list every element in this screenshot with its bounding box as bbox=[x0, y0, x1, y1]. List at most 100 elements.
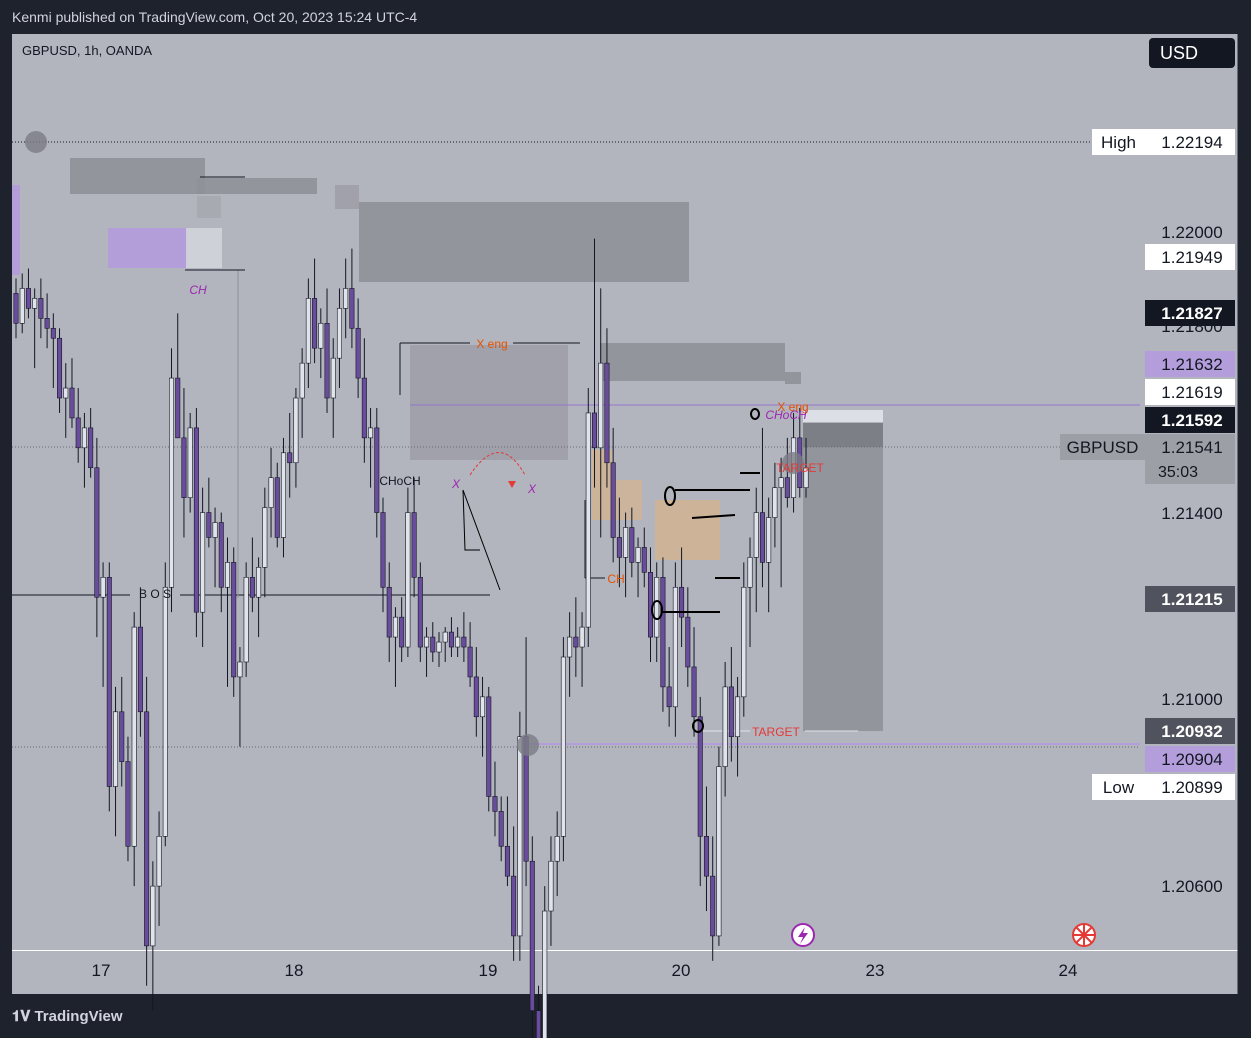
y-tick: 1.20600 bbox=[1161, 877, 1222, 896]
zone-14 bbox=[803, 423, 883, 731]
currency-button[interactable]: USD bbox=[1149, 38, 1235, 68]
candle-body bbox=[735, 696, 741, 737]
candle-body bbox=[685, 616, 691, 668]
level-21592-value-text: 1.21592 bbox=[1161, 411, 1222, 430]
candle-body bbox=[554, 836, 560, 862]
annotation-6: CH bbox=[189, 283, 207, 297]
candle-body bbox=[200, 512, 206, 613]
circle-mark-4 bbox=[750, 408, 760, 420]
candle-body bbox=[318, 322, 324, 349]
candle-body bbox=[598, 362, 604, 449]
candle-body bbox=[616, 537, 622, 558]
zone-9 bbox=[186, 228, 222, 268]
tradingview-logo[interactable]: 𝟏𝐕 TradingView bbox=[12, 1008, 123, 1025]
candle-body bbox=[710, 875, 716, 937]
candle-body bbox=[703, 836, 709, 877]
candle-body bbox=[280, 452, 286, 538]
annotation-3: X bbox=[451, 477, 461, 491]
zone-5 bbox=[410, 345, 568, 460]
candle-body bbox=[113, 711, 119, 787]
candle-body bbox=[759, 512, 765, 563]
annotation-7: X eng bbox=[777, 400, 808, 414]
candle-body bbox=[187, 427, 193, 498]
candle-body bbox=[38, 298, 44, 319]
candle-body bbox=[529, 860, 535, 1011]
candle-body bbox=[262, 507, 268, 568]
candle-body bbox=[193, 427, 199, 613]
annotation-1: X eng bbox=[476, 337, 507, 351]
low-tag-bg bbox=[1092, 774, 1145, 800]
current-marker-dot bbox=[782, 452, 804, 474]
candle-body bbox=[355, 327, 361, 379]
candle-body bbox=[50, 327, 56, 339]
candle-body bbox=[75, 417, 81, 449]
candle-body bbox=[573, 636, 579, 648]
candle-body bbox=[772, 487, 778, 518]
low-tag-text: Low bbox=[1103, 778, 1135, 797]
candle-body bbox=[224, 562, 230, 588]
candle-body bbox=[268, 477, 274, 508]
candle-body bbox=[492, 796, 498, 812]
level-21949-value-text: 1.21949 bbox=[1161, 248, 1222, 267]
candle-body bbox=[467, 646, 473, 678]
candle-body bbox=[88, 427, 94, 469]
level-21215-value-text: 1.21215 bbox=[1161, 590, 1222, 609]
zone-4 bbox=[359, 202, 689, 282]
candle-body bbox=[330, 357, 336, 399]
zone-16 bbox=[803, 423, 883, 447]
lightning-icon-glyph bbox=[798, 927, 808, 944]
candle-body bbox=[293, 397, 299, 464]
current-price-value-text: 1.21541 bbox=[1161, 438, 1222, 457]
candle-body bbox=[343, 288, 349, 309]
candle-body bbox=[349, 288, 355, 329]
candle-body bbox=[131, 626, 137, 847]
candle-body bbox=[691, 666, 697, 718]
tradingview-logo-icon: 𝟏𝐕 bbox=[12, 1008, 35, 1025]
candle-body bbox=[480, 696, 486, 718]
candle-body bbox=[548, 860, 554, 912]
candle-body bbox=[604, 362, 610, 464]
level-21827-value-text: 1.21827 bbox=[1161, 304, 1222, 323]
x-tick: 23 bbox=[866, 961, 885, 980]
candle-body bbox=[455, 636, 461, 648]
level-21632-value-bg bbox=[1145, 351, 1235, 377]
candle-body bbox=[610, 462, 616, 538]
publisher-text: Kenmi published on TradingView.com, Oct … bbox=[12, 9, 418, 25]
low-value-text: 1.20899 bbox=[1161, 778, 1222, 797]
zone-10 bbox=[12, 185, 20, 275]
current-price-tag-text: GBPUSD bbox=[1067, 438, 1139, 457]
level-20932-value-bg bbox=[1145, 718, 1235, 744]
annotation-2: CHoCH bbox=[379, 474, 420, 488]
zone-3 bbox=[335, 185, 359, 209]
candle-body bbox=[504, 845, 510, 877]
level-21215-value-bg bbox=[1145, 586, 1235, 612]
low-value-bg bbox=[1145, 774, 1235, 800]
high-value-text: 1.22194 bbox=[1161, 133, 1222, 152]
candle-body bbox=[169, 377, 175, 588]
candle-body bbox=[81, 427, 87, 449]
circle-mark-3 bbox=[692, 719, 704, 733]
x-tick: 24 bbox=[1059, 961, 1078, 980]
x-tick: 18 bbox=[285, 961, 304, 980]
candle-body bbox=[175, 377, 181, 439]
candle-body bbox=[181, 437, 187, 498]
candle-body bbox=[274, 477, 280, 538]
x-tick: 20 bbox=[672, 961, 691, 980]
candle-body bbox=[442, 631, 448, 643]
candle-body bbox=[156, 836, 162, 887]
candle-body bbox=[778, 477, 784, 488]
zone-15 bbox=[803, 410, 883, 422]
candle-body bbox=[312, 298, 318, 349]
candle-body bbox=[25, 288, 31, 309]
candle-body bbox=[560, 656, 566, 837]
zone-1 bbox=[197, 178, 317, 194]
candle-body bbox=[368, 427, 374, 439]
candle-body bbox=[486, 696, 492, 797]
circle-mark-1 bbox=[664, 486, 676, 506]
level-20904-value-text: 1.20904 bbox=[1161, 750, 1222, 769]
circle-mark-2 bbox=[651, 600, 663, 620]
candle-body bbox=[747, 557, 753, 588]
arrow-down-icon bbox=[508, 481, 516, 488]
zone-8 bbox=[108, 228, 188, 268]
